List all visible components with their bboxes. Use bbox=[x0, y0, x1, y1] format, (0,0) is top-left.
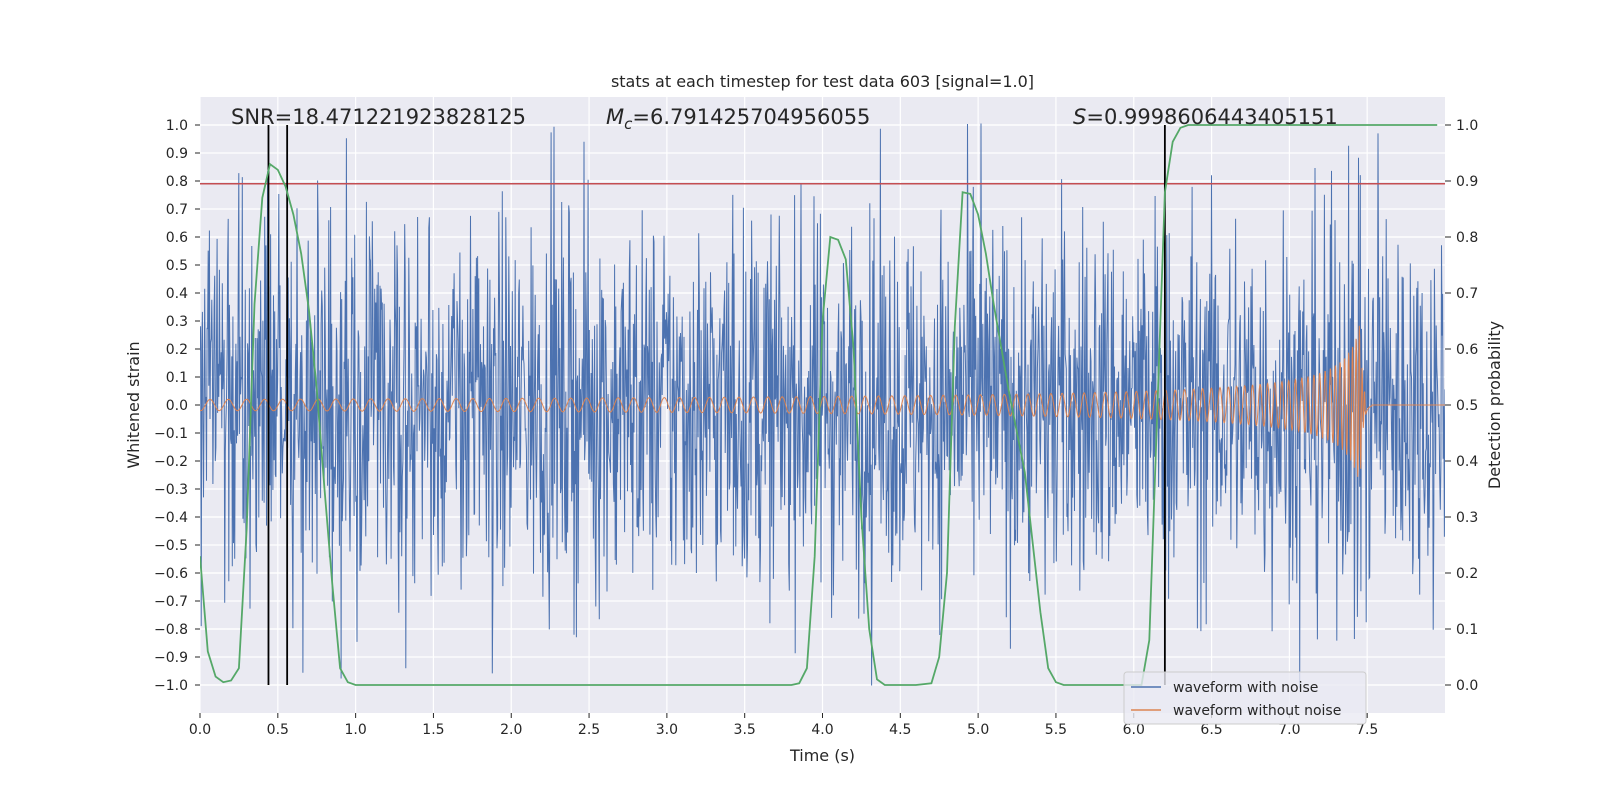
x-tick-label: 7.5 bbox=[1356, 722, 1378, 738]
y-right-tick-label: 0.7 bbox=[1456, 286, 1478, 302]
y-left-tick-label: 0.7 bbox=[166, 202, 188, 218]
y-right-tick-label: 0.6 bbox=[1456, 342, 1478, 358]
series-waveform-without-noise bbox=[200, 325, 1445, 477]
y-left-tick-label: −0.2 bbox=[154, 454, 188, 470]
legend-box bbox=[1123, 671, 1367, 725]
plot-content bbox=[200, 123, 1445, 689]
x-tick-label: 5.0 bbox=[967, 722, 989, 738]
annotation-chirp-mass-symbol: M bbox=[606, 105, 624, 129]
annotation-chirp-mass: Mc=6.791425704956055 bbox=[606, 105, 870, 133]
x-axis-ticks: 0.0 0.5 1.0 1.5 2.0 2.5 3.0 3.5 4.0 4.5 5.0 5.5 6.0 6… bbox=[189, 713, 1378, 738]
chart-title: stats at each timestep for test data 603… bbox=[611, 72, 1034, 91]
y-left-tick-label: −0.6 bbox=[154, 566, 188, 582]
x-tick-label: 3.0 bbox=[656, 722, 678, 738]
x-axis-label: Time (s) bbox=[789, 746, 855, 765]
x-tick-label: 1.0 bbox=[344, 722, 366, 738]
y-axis-left-label: Whitened strain bbox=[124, 341, 143, 468]
y-right-tick-label: 0.0 bbox=[1456, 678, 1478, 694]
y-left-tick-label: −0.9 bbox=[154, 650, 188, 666]
y-right-tick-label: 0.2 bbox=[1456, 566, 1478, 582]
y-right-tick-label: 1.0 bbox=[1456, 118, 1478, 134]
legend: waveform with noise waveform without noi… bbox=[1123, 671, 1367, 725]
y-left-tick-label: 0.9 bbox=[166, 146, 188, 162]
y-right-tick-label: 0.5 bbox=[1456, 398, 1478, 414]
y-right-tick-label: 0.1 bbox=[1456, 622, 1478, 638]
annotation-s: S=0.9998606443405151 bbox=[1073, 105, 1338, 129]
y-left-tick-label: 1.0 bbox=[166, 118, 188, 134]
x-tick-label: 4.0 bbox=[811, 722, 833, 738]
annotation-s-symbol: S bbox=[1073, 105, 1086, 129]
x-tick-label: 0.0 bbox=[189, 722, 211, 738]
x-tick-label: 6.0 bbox=[1123, 722, 1145, 738]
y-right-tick-label: 0.3 bbox=[1456, 510, 1478, 526]
x-tick-label: 4.5 bbox=[889, 722, 911, 738]
legend-label-clean: waveform without noise bbox=[1173, 703, 1341, 719]
y-axis-right-label: Detection probability bbox=[1485, 321, 1504, 489]
y-left-tick-label: −0.3 bbox=[154, 482, 188, 498]
y-right-tick-label: 0.4 bbox=[1456, 454, 1478, 470]
annotation-chirp-mass-value: =6.791425704956055 bbox=[632, 105, 870, 129]
x-tick-label: 6.5 bbox=[1200, 722, 1222, 738]
y-left-tick-label: −0.4 bbox=[154, 510, 188, 526]
y-left-tick-label: −0.5 bbox=[154, 538, 188, 554]
x-tick-label: 0.5 bbox=[267, 722, 289, 738]
x-tick-label: 1.5 bbox=[422, 722, 444, 738]
x-tick-label: 5.5 bbox=[1045, 722, 1067, 738]
y-left-tick-label: 0.5 bbox=[166, 258, 188, 274]
series-waveform-with-noise bbox=[200, 123, 1445, 689]
y-left-tick-label: 0.1 bbox=[166, 370, 188, 386]
x-tick-label: 7.0 bbox=[1278, 722, 1300, 738]
y-left-tick-label: −0.7 bbox=[154, 594, 188, 610]
x-tick-label: 2.0 bbox=[500, 722, 522, 738]
annotation-s-value: =0.9998606443405151 bbox=[1086, 105, 1337, 129]
y-left-tick-label: −0.8 bbox=[154, 622, 188, 638]
y-left-tick-label: −0.1 bbox=[154, 426, 188, 442]
annotation-chirp-mass-subscript: c bbox=[624, 115, 633, 133]
y-left-tick-label: 0.3 bbox=[166, 314, 188, 330]
y-left-tick-label: −1.0 bbox=[154, 678, 188, 694]
x-tick-label: 2.5 bbox=[578, 722, 600, 738]
y-left-tick-label: 0.4 bbox=[166, 286, 188, 302]
legend-label-noise: waveform with noise bbox=[1173, 680, 1318, 696]
y-axis-right-ticks: 1.0 0.9 0.8 0.7 0.6 0.5 0.4 0.3 0.2 0.1 0.0 bbox=[1445, 118, 1478, 694]
annotation-snr: SNR=18.471221923828125 bbox=[231, 105, 526, 129]
y-right-tick-label: 0.9 bbox=[1456, 174, 1478, 190]
y-left-tick-label: 0.8 bbox=[166, 174, 188, 190]
y-left-tick-label: 0.2 bbox=[166, 342, 188, 358]
y-right-tick-label: 0.8 bbox=[1456, 230, 1478, 246]
x-tick-label: 3.5 bbox=[734, 722, 756, 738]
y-left-tick-label: 0.0 bbox=[166, 398, 188, 414]
y-left-tick-label: 0.6 bbox=[166, 230, 188, 246]
series-detection-probability bbox=[200, 124, 1438, 686]
y-axis-left-ticks: 1.0 0.9 0.8 0.7 0.6 0.5 0.4 0.3 0.2 0.1 0.0 −0.1 −0.… bbox=[154, 118, 200, 694]
